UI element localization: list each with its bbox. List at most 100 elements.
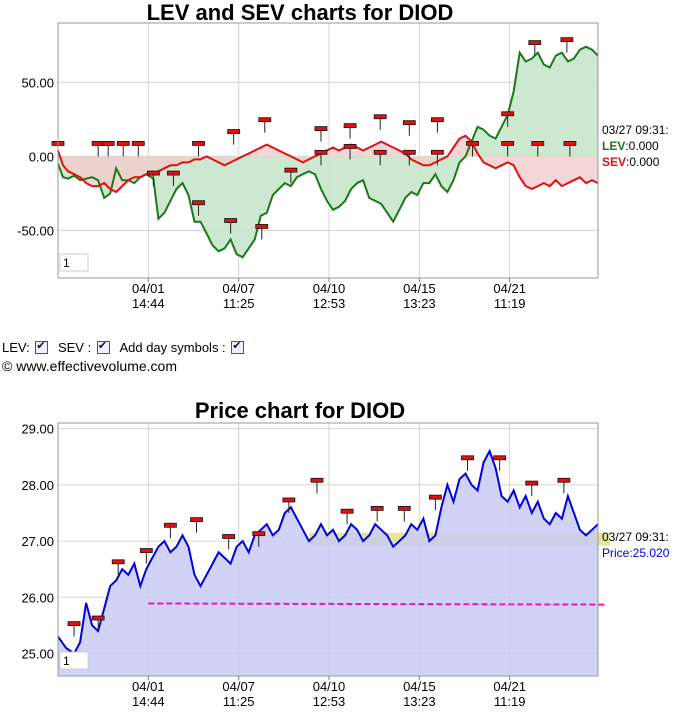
price-line bbox=[57, 448, 599, 655]
price-day-marker bbox=[493, 455, 507, 471]
sev-day-marker bbox=[192, 141, 205, 157]
zoom-label: 1 bbox=[63, 256, 70, 270]
readout-price-value: :25.020 bbox=[629, 546, 669, 560]
x-tick-date: 04/07 bbox=[222, 281, 255, 296]
lev-day-marker bbox=[431, 149, 444, 166]
sev-day-marker bbox=[373, 114, 387, 130]
price-day-marker bbox=[91, 615, 105, 632]
readout-timestamp: 03/27 09:31: bbox=[602, 123, 669, 137]
day-symbols-toggle[interactable]: Add day symbols : bbox=[119, 339, 246, 355]
sev-toggle[interactable]: SEV : bbox=[57, 339, 116, 355]
zoom-label: 1 bbox=[63, 654, 70, 668]
sev-area bbox=[58, 135, 598, 192]
y-tick-label: 27.00 bbox=[21, 534, 54, 549]
price-day-marker bbox=[525, 480, 539, 497]
lev-day-marker bbox=[284, 167, 298, 184]
lev-sev-chart-title: LEV and SEV charts for DIOD bbox=[147, 0, 454, 25]
price-day-marker bbox=[370, 505, 384, 522]
x-tick-date: 04/10 bbox=[313, 281, 346, 296]
x-tick-date: 04/07 bbox=[222, 679, 255, 694]
price-day-marker bbox=[397, 505, 411, 522]
x-tick-time: 11:25 bbox=[223, 694, 255, 709]
sev-day-marker bbox=[227, 129, 241, 145]
x-tick-date: 04/01 bbox=[132, 679, 165, 694]
svg-text:LEV:0.000: LEV:0.000 bbox=[602, 139, 659, 153]
price-day-marker bbox=[139, 548, 153, 564]
sev-day-marker bbox=[501, 141, 515, 157]
lev-day-marker bbox=[402, 149, 416, 166]
x-tick-date: 04/10 bbox=[313, 679, 346, 694]
x-tick-time: 14:44 bbox=[132, 296, 165, 311]
readout-price-label: Price bbox=[602, 546, 630, 560]
x-tick-time: 11:19 bbox=[494, 296, 526, 311]
lev-toggle-label: LEV: bbox=[2, 340, 30, 355]
readout-timestamp: 03/27 09:31: bbox=[602, 530, 669, 544]
lev-day-marker bbox=[343, 143, 357, 160]
svg-text:Price:25.020: Price:25.020 bbox=[602, 546, 670, 560]
x-tick-date: 04/15 bbox=[403, 281, 436, 296]
lev-day-marker bbox=[528, 40, 542, 56]
x-tick-time: 11:25 bbox=[223, 296, 255, 311]
price-day-marker bbox=[282, 497, 296, 513]
x-tick-time: 14:44 bbox=[132, 694, 165, 709]
x-tick-date: 04/01 bbox=[132, 281, 165, 296]
lev-day-marker bbox=[255, 224, 269, 240]
sev-toggle-label: SEV : bbox=[57, 340, 92, 355]
price-chart-title: Price chart for DIOD bbox=[195, 398, 405, 423]
sev-day-marker bbox=[258, 117, 272, 133]
sev-day-marker bbox=[563, 141, 577, 157]
price-day-marker bbox=[111, 559, 125, 575]
readout-sev-label: SEV bbox=[602, 155, 626, 169]
lev-day-marker bbox=[116, 141, 130, 157]
zoom-box[interactable]: 1 bbox=[59, 651, 89, 670]
price-day-marker bbox=[222, 534, 236, 550]
y-tick-label: 25.00 bbox=[21, 647, 54, 662]
readout-lev-label: LEV bbox=[602, 139, 625, 153]
y-tick-label: 0.00 bbox=[29, 149, 54, 164]
copyright-link[interactable]: © www.effectivevolume.com bbox=[2, 358, 178, 374]
x-tick-time: 11:19 bbox=[494, 694, 526, 709]
price-day-marker bbox=[164, 522, 177, 539]
x-tick-date: 04/21 bbox=[493, 679, 526, 694]
sev-day-marker bbox=[466, 141, 479, 157]
lev-toggle[interactable]: LEV: bbox=[2, 339, 54, 355]
price-day-marker bbox=[557, 477, 571, 494]
sev-day-marker bbox=[343, 123, 357, 139]
price-day-marker bbox=[340, 508, 354, 525]
price-day-marker bbox=[310, 477, 324, 494]
x-tick-date: 04/15 bbox=[403, 679, 436, 694]
sev-day-marker bbox=[531, 141, 545, 157]
price-day-marker bbox=[67, 621, 81, 637]
x-tick-time: 13:23 bbox=[403, 694, 436, 709]
lev-day-marker bbox=[560, 37, 574, 53]
price-day-marker bbox=[252, 531, 266, 547]
svg-text:SEV:0.000: SEV:0.000 bbox=[602, 155, 660, 169]
chart-frame bbox=[57, 22, 599, 279]
price-chart: Price chart for DIOD 29.00 28.00 27.00 26.0… bbox=[21, 398, 670, 709]
y-tick-label: 29.00 bbox=[21, 422, 54, 437]
lev-checkbox[interactable] bbox=[35, 339, 49, 354]
lev-day-marker bbox=[167, 170, 180, 187]
x-tick-time: 13:23 bbox=[403, 296, 436, 311]
x-tick-date: 04/21 bbox=[493, 281, 526, 296]
lev-day-marker bbox=[146, 170, 160, 187]
price-day-marker bbox=[428, 494, 442, 511]
day-symbols-label: Add day symbols : bbox=[119, 340, 226, 355]
readout-lev-value: :0.000 bbox=[625, 139, 659, 153]
day-symbols-checkbox[interactable] bbox=[231, 339, 245, 354]
lev-day-marker bbox=[192, 200, 205, 216]
sev-checkbox[interactable] bbox=[96, 339, 110, 354]
chart-controls: LEV: SEV : Add day symbols : bbox=[2, 339, 250, 355]
price-area bbox=[58, 451, 598, 676]
x-tick-time: 12:53 bbox=[313, 694, 346, 709]
price-day-marker bbox=[461, 455, 474, 471]
lev-day-marker bbox=[224, 218, 238, 234]
sev-day-marker bbox=[402, 120, 416, 136]
zoom-box[interactable]: 1 bbox=[59, 253, 89, 272]
y-tick-label: -50.00 bbox=[17, 224, 54, 239]
y-tick-label: 28.00 bbox=[21, 478, 54, 493]
y-tick-label: 50.00 bbox=[21, 75, 54, 90]
lev-day-marker bbox=[501, 111, 515, 127]
sev-day-marker bbox=[131, 141, 145, 157]
lev-day-marker bbox=[373, 149, 387, 166]
